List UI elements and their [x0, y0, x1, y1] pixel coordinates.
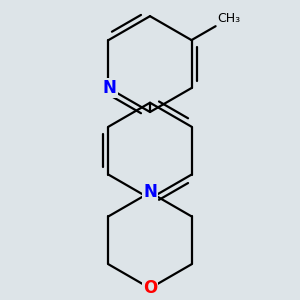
Text: N: N [103, 79, 117, 97]
Text: N: N [143, 183, 157, 201]
Text: O: O [143, 279, 157, 297]
Text: CH₃: CH₃ [217, 12, 240, 25]
